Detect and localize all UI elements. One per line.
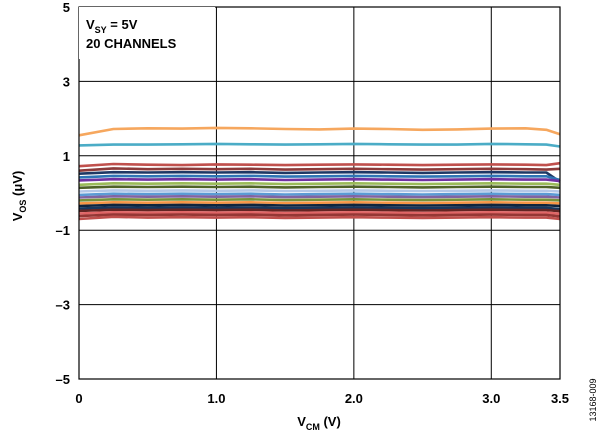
annotation-supply: VSY = 5V	[86, 17, 138, 35]
series-line-8	[78, 182, 561, 187]
series-line-5	[78, 170, 561, 183]
y-tick-labels: 5 3 1 –1 –3 –5	[56, 0, 70, 387]
y-tick-label: 3	[63, 74, 70, 89]
x-tick-label: 3.0	[482, 391, 500, 406]
x-tick-label: 0	[75, 391, 82, 406]
series-line-18	[78, 211, 561, 216]
figure-id: 13168-009	[588, 378, 598, 421]
series-line-17	[78, 208, 561, 213]
series-line-2	[78, 142, 561, 148]
series-line-19	[78, 213, 561, 218]
series-line-12	[78, 195, 561, 199]
series-line-6	[78, 174, 561, 182]
series-line-20	[78, 215, 561, 221]
series-line-16	[78, 206, 561, 211]
series-line-9	[78, 185, 561, 190]
series-line-11	[78, 192, 561, 197]
y-axis-label: VOS (μV)	[10, 171, 28, 222]
x-axis-label: VCM (V)	[297, 414, 341, 432]
plot-frame	[78, 6, 561, 380]
annotation-background	[79, 7, 215, 59]
y-tick-label: –5	[56, 372, 70, 387]
x-tick-label: 1.0	[207, 391, 225, 406]
series-line-4	[78, 167, 561, 172]
y-tick-label: –3	[56, 298, 70, 313]
series-line-7	[78, 177, 561, 183]
y-tick-label: 1	[63, 149, 70, 164]
grid-lines	[79, 7, 560, 379]
y-tick-label: –1	[56, 223, 70, 238]
x-tick-label: 3.5	[551, 391, 569, 406]
series-line-3	[78, 161, 561, 168]
annotation-channels: 20 CHANNELS	[86, 36, 177, 51]
series-line-15	[78, 203, 561, 208]
series-line-14	[78, 201, 561, 205]
x-tick-label: 2.0	[345, 391, 363, 406]
y-tick-label: 5	[63, 0, 70, 15]
series-line-10	[78, 189, 561, 193]
series-lines	[78, 126, 561, 221]
x-tick-labels: 0 1.0 2.0 3.0 3.5	[75, 391, 569, 406]
series-line-1	[78, 126, 561, 137]
series-line-13	[78, 198, 561, 202]
